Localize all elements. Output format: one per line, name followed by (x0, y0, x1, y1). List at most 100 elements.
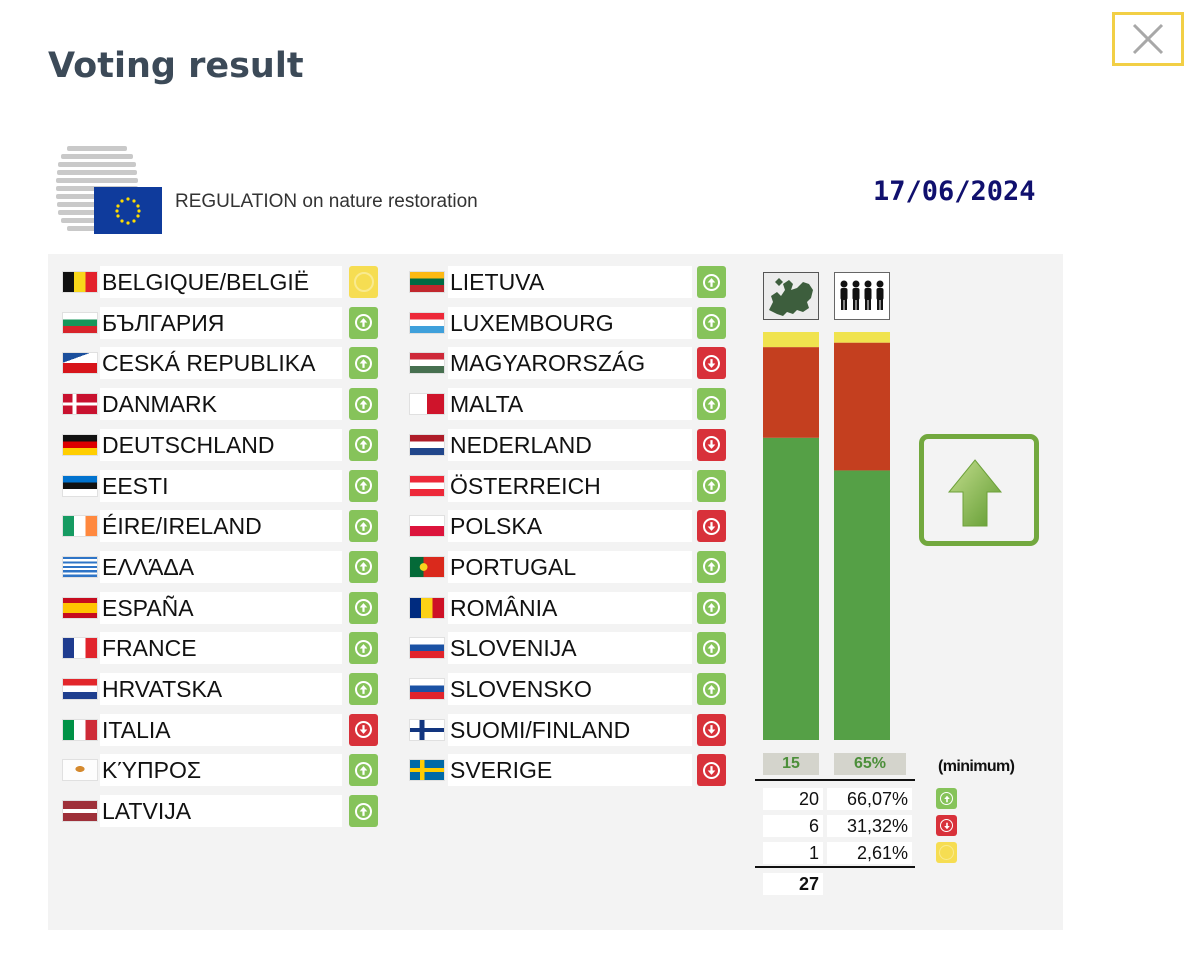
flag-be-icon (63, 272, 97, 292)
bar-population-abstain (834, 332, 890, 343)
flag-it-icon (63, 719, 97, 740)
yes-vote-icon (349, 754, 378, 787)
stacked-bar-chart (763, 332, 890, 740)
country-name: FRANCE (100, 632, 342, 665)
tally-percent-abstain: 2,61% (827, 842, 912, 864)
yes-vote-icon (697, 469, 726, 502)
flag-lv-icon (63, 801, 97, 822)
page-title: Voting result (48, 46, 304, 86)
threshold-member-states: 15 (763, 753, 819, 775)
flag-lt-icon (410, 272, 444, 292)
bar-member-states-yes (763, 437, 819, 740)
tally-count-no: 6 (763, 815, 823, 837)
flag-fi-icon (410, 719, 444, 740)
flag-bg-icon (63, 312, 97, 333)
flag-gr-icon (63, 556, 97, 577)
bar-population-no (834, 342, 890, 471)
flag-fr-icon (63, 638, 97, 659)
people-icon (834, 272, 890, 320)
abstain-vote-icon (936, 842, 957, 863)
close-icon (1132, 23, 1164, 55)
yes-vote-icon (349, 550, 378, 583)
flag-cy-icon (63, 760, 97, 781)
flag-pt-icon (410, 556, 444, 577)
country-name: NEDERLAND (448, 428, 692, 461)
country-name: SVERIGE (448, 754, 692, 787)
vote-date: 17/06/2024 (873, 176, 1036, 207)
yes-vote-icon (349, 428, 378, 461)
no-vote-icon (697, 347, 726, 380)
flag-sk-icon (410, 679, 444, 699)
tally-total: 27 (763, 873, 823, 895)
yes-vote-icon (349, 591, 378, 624)
abstain-vote-icon (349, 266, 378, 298)
minimum-label: (minimum) (938, 758, 1015, 775)
flag-ro-icon (410, 597, 444, 618)
yes-vote-icon (697, 591, 726, 624)
flag-ee-icon (63, 475, 97, 496)
yes-vote-icon (697, 306, 726, 339)
bar-population-yes (834, 470, 890, 740)
country-name: ΕΛΛΆΔΑ (100, 550, 342, 583)
europe-map-icon (763, 272, 819, 320)
country-name: ΚΎΠΡΟΣ (100, 754, 342, 787)
country-name: DANMARK (100, 388, 342, 421)
country-name: SLOVENSKO (448, 673, 692, 705)
no-vote-icon (349, 713, 378, 746)
close-button[interactable] (1112, 12, 1184, 66)
country-name: LATVIJA (100, 795, 342, 828)
no-vote-icon (936, 815, 957, 836)
country-name: MALTA (448, 388, 692, 421)
sum-line-top (755, 779, 915, 781)
yes-vote-icon (349, 388, 378, 421)
flag-pl-icon (410, 516, 444, 537)
yes-vote-icon (349, 510, 378, 543)
country-name: MAGYARORSZÁG (448, 347, 692, 380)
country-name: ÉIRE/IRELAND (100, 510, 342, 543)
country-name: POLSKA (448, 510, 692, 543)
country-name: BELGIQUE/BELGIË (100, 266, 342, 298)
regulation-title: REGULATION on nature restoration (175, 191, 478, 212)
flag-ie-icon (63, 516, 97, 537)
country-name: CESKÁ REPUBLIKA (100, 347, 342, 380)
yes-vote-icon (697, 388, 726, 421)
no-vote-icon (697, 754, 726, 787)
yes-vote-icon (697, 550, 726, 583)
flag-cz-icon (63, 353, 97, 374)
country-name: SUOMI/FINLAND (448, 713, 692, 746)
country-name: ROMÂNIA (448, 591, 692, 624)
country-name: SLOVENIJA (448, 632, 692, 665)
yes-vote-icon (349, 632, 378, 665)
flag-mt-icon (410, 394, 444, 415)
bar-member-states-abstain (763, 332, 819, 348)
no-vote-icon (697, 713, 726, 746)
tally-percent-no: 31,32% (827, 815, 912, 837)
country-name: PORTUGAL (448, 550, 692, 583)
country-name: LUXEMBOURG (448, 306, 692, 339)
tally-count-yes: 20 (763, 788, 823, 810)
sum-line-bottom (755, 866, 915, 868)
yes-vote-icon (936, 788, 957, 809)
flag-at-icon (410, 475, 444, 496)
yes-vote-icon (349, 306, 378, 339)
yes-vote-icon (349, 469, 378, 502)
yes-vote-icon (349, 347, 378, 380)
yes-vote-icon (697, 673, 726, 705)
country-name: ÖSTERREICH (448, 469, 692, 502)
yes-vote-icon (697, 632, 726, 665)
flag-es-icon (63, 597, 97, 618)
bar-member-states-no (763, 347, 819, 438)
country-name: LIETUVA (448, 266, 692, 298)
country-name: HRVATSKA (100, 673, 342, 705)
country-name: ESPAÑA (100, 591, 342, 624)
flag-de-icon (63, 434, 97, 455)
flag-hu-icon (410, 353, 444, 374)
flag-se-icon (410, 760, 444, 781)
no-vote-icon (697, 428, 726, 461)
flag-dk-icon (63, 394, 97, 415)
country-name: DEUTSCHLAND (100, 428, 342, 461)
yes-vote-icon (349, 673, 378, 705)
flag-lu-icon (410, 312, 444, 333)
flag-si-icon (410, 638, 444, 659)
yes-vote-icon (349, 795, 378, 828)
